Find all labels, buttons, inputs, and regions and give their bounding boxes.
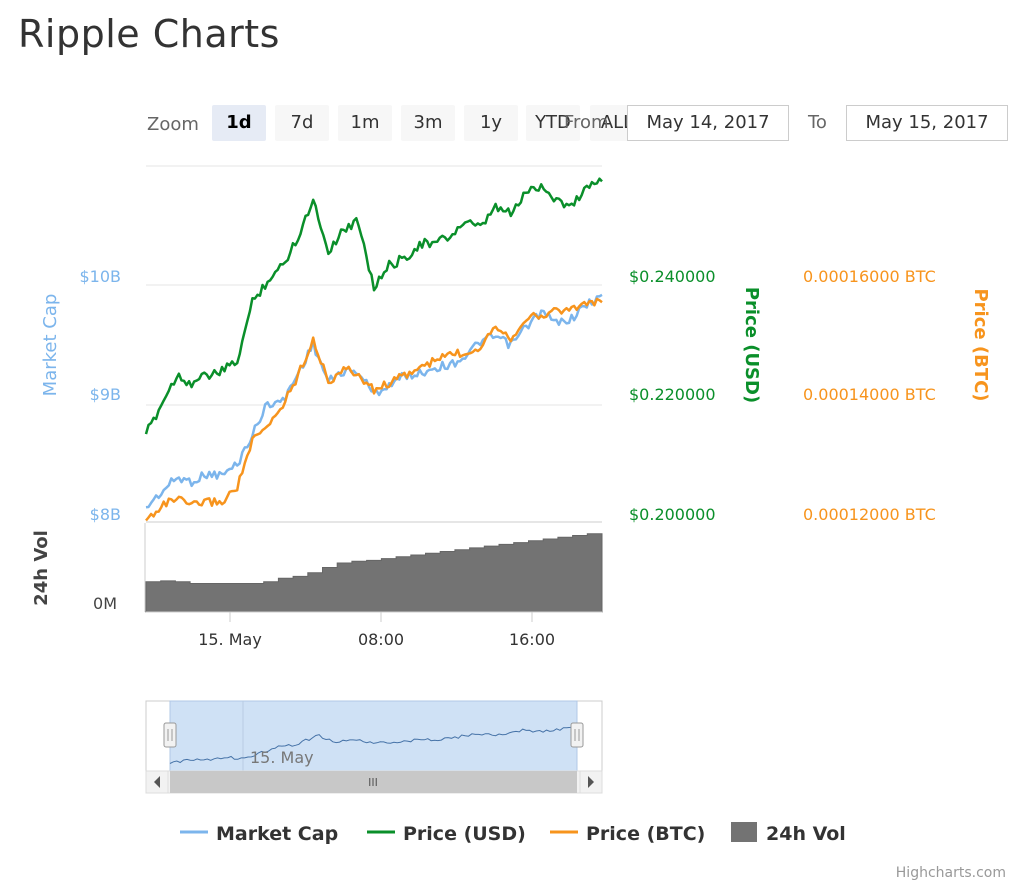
- legend-label: Price (USD): [403, 823, 526, 845]
- navigator[interactable]: 15. May III: [145, 700, 603, 794]
- series-price-btc-line: [145, 297, 603, 522]
- legend-item-price-btc[interactable]: Price (BTC): [550, 823, 705, 845]
- x-tick-label: 15. May: [198, 630, 262, 649]
- volume-axis-title: 24h Vol: [31, 530, 52, 606]
- price-usd-tick-240: $0.240000: [629, 267, 716, 286]
- market-cap-tick-8b: $8B: [90, 505, 121, 524]
- price-btc-tick-14: 0.00014000 BTC: [803, 385, 936, 404]
- series-market-cap-line: [145, 293, 603, 509]
- zoom-button-ytd[interactable]: YTD: [526, 105, 580, 141]
- market-cap-tick-9b: $9B: [90, 385, 121, 404]
- zoom-label: Zoom: [147, 114, 199, 135]
- x-tick-label: 08:00: [358, 630, 404, 649]
- scroll-left-arrow-icon: [154, 776, 160, 788]
- zoom-button-3m[interactable]: 3m: [401, 105, 455, 141]
- market-cap-tick-10b: $10B: [79, 267, 121, 286]
- zoom-button-1d[interactable]: 1d: [212, 105, 266, 141]
- legend-item-market-cap[interactable]: Market Cap: [180, 823, 338, 845]
- legend: Market Cap Price (USD) Price (BTC) 24h V…: [180, 822, 846, 845]
- price-usd-tick-200: $0.200000: [629, 505, 716, 524]
- zoom-button-1y[interactable]: 1y: [464, 105, 518, 141]
- legend-item-24h-vol[interactable]: 24h Vol: [731, 822, 846, 845]
- navigator-series-line: [169, 726, 578, 764]
- price-usd-axis-title: Price (USD): [741, 287, 762, 403]
- legend-swatch: [731, 822, 757, 842]
- navigator-left-handle[interactable]: [163, 722, 177, 748]
- navigator-right-handle[interactable]: [570, 722, 584, 748]
- from-label: From: [564, 112, 609, 133]
- price-btc-tick-16: 0.00016000 BTC: [803, 267, 936, 286]
- series-24h-vol-area: [145, 533, 603, 613]
- legend-label: Price (BTC): [586, 823, 705, 845]
- price-btc-tick-12: 0.00012000 BTC: [803, 505, 936, 524]
- price-btc-axis-title: Price (BTC): [970, 288, 991, 401]
- zoom-button-7d[interactable]: 7d: [275, 105, 329, 141]
- page-title: Ripple Charts: [18, 12, 280, 56]
- to-label: To: [808, 112, 827, 133]
- x-tick-label: 16:00: [509, 630, 555, 649]
- scrollbar-grip-icon: III: [368, 776, 378, 789]
- price-usd-tick-220: $0.220000: [629, 385, 716, 404]
- series-price-usd-line: [144, 177, 603, 435]
- market-cap-axis-title: Market Cap: [40, 294, 61, 397]
- from-date-input[interactable]: May 14, 2017: [627, 105, 789, 141]
- legend-item-price-usd[interactable]: Price (USD): [367, 823, 526, 845]
- grid-lines: [146, 165, 602, 523]
- scroll-right-arrow-icon: [588, 776, 594, 788]
- to-date-input[interactable]: May 15, 2017: [846, 105, 1008, 141]
- navigator-selection[interactable]: [169, 700, 578, 772]
- navigator-scrollbar-thumb[interactable]: [170, 771, 577, 793]
- navigator-x-label: 15. May: [250, 748, 314, 767]
- legend-label: 24h Vol: [766, 823, 846, 845]
- volume-tick-0m: 0M: [93, 594, 117, 613]
- credits-link[interactable]: Highcharts.com: [895, 865, 1006, 881]
- legend-label: Market Cap: [216, 823, 338, 845]
- zoom-button-1m[interactable]: 1m: [338, 105, 392, 141]
